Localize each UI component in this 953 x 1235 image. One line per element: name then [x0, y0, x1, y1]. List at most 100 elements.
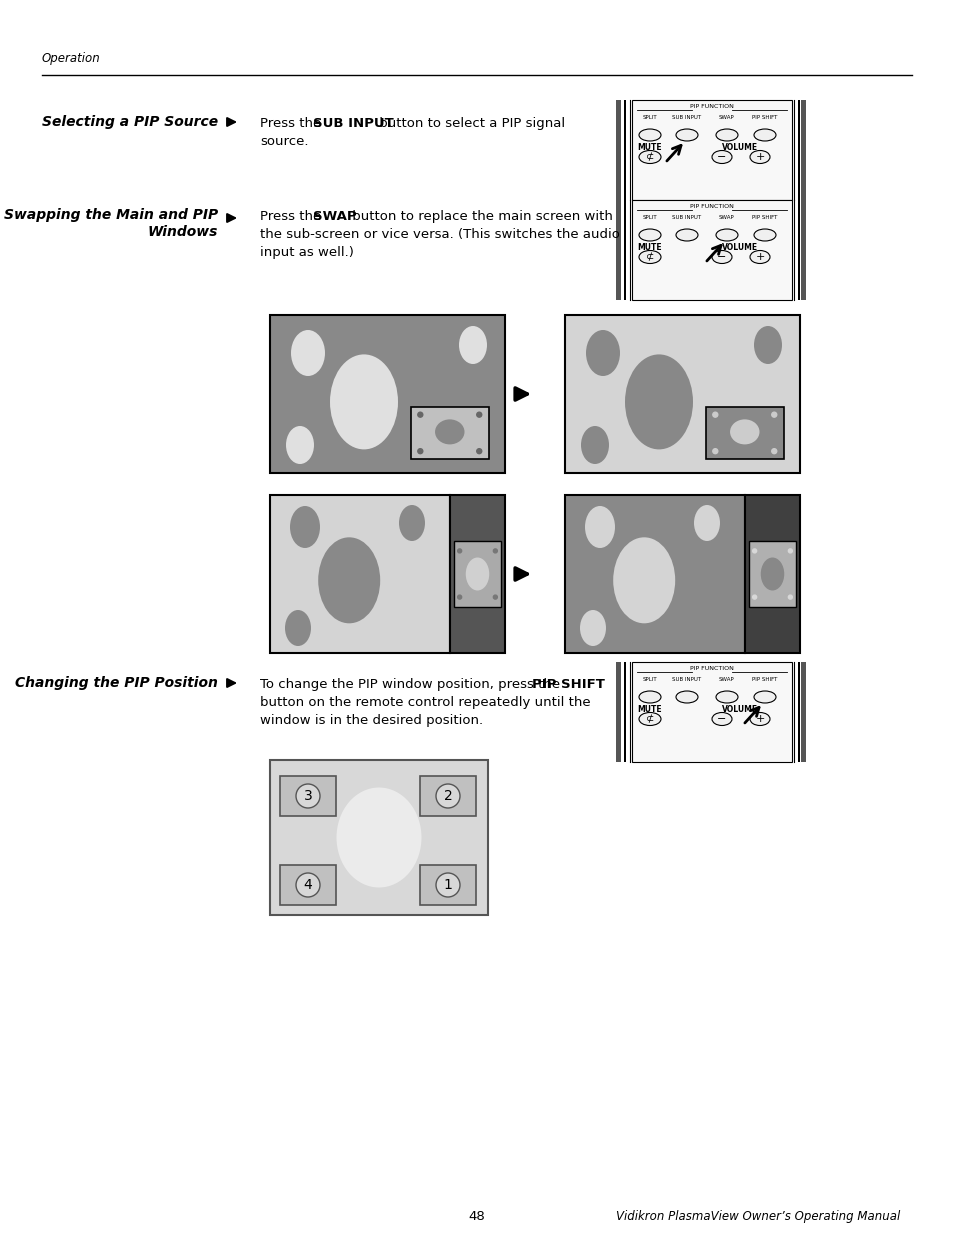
Text: Windows: Windows: [148, 225, 218, 240]
Ellipse shape: [639, 151, 660, 163]
Bar: [454, 541, 500, 606]
Ellipse shape: [639, 228, 660, 241]
Text: SPLIT: SPLIT: [642, 677, 657, 682]
Ellipse shape: [711, 151, 731, 163]
Ellipse shape: [318, 537, 380, 624]
Text: 1: 1: [443, 878, 452, 892]
Bar: [797, 200, 800, 300]
Bar: [616, 662, 620, 762]
Bar: [748, 541, 795, 606]
Text: button on the remote control repeatedly until the: button on the remote control repeatedly …: [260, 697, 590, 709]
Bar: [270, 315, 504, 473]
Text: PIP SHIFT: PIP SHIFT: [752, 677, 777, 682]
Bar: [797, 662, 800, 762]
Ellipse shape: [639, 713, 660, 725]
Text: button to select a PIP signal: button to select a PIP signal: [375, 117, 564, 130]
Text: PIP SHIFT: PIP SHIFT: [532, 678, 604, 692]
Text: −: −: [717, 152, 726, 162]
Text: VOLUME: VOLUME: [721, 705, 758, 714]
Bar: [801, 100, 805, 200]
Bar: [616, 100, 620, 200]
Text: SPLIT: SPLIT: [642, 115, 657, 120]
Circle shape: [476, 448, 481, 453]
Text: ⊄: ⊄: [645, 152, 654, 162]
Bar: [623, 200, 625, 300]
Text: SUB INPUT: SUB INPUT: [313, 117, 394, 130]
Circle shape: [787, 595, 792, 599]
Text: PIP FUNCTION: PIP FUNCTION: [689, 104, 733, 109]
Ellipse shape: [753, 692, 775, 703]
Bar: [280, 776, 335, 816]
Ellipse shape: [716, 228, 738, 241]
Ellipse shape: [585, 330, 619, 375]
Bar: [616, 200, 620, 300]
Ellipse shape: [285, 610, 311, 646]
Text: −: −: [717, 714, 726, 724]
Text: window is in the desired position.: window is in the desired position.: [260, 714, 482, 727]
Ellipse shape: [465, 557, 489, 590]
Bar: [419, 864, 476, 905]
Circle shape: [295, 873, 319, 897]
Ellipse shape: [330, 354, 397, 450]
Ellipse shape: [579, 610, 605, 646]
Text: MUTE: MUTE: [637, 243, 661, 252]
Ellipse shape: [749, 713, 769, 725]
Ellipse shape: [639, 128, 660, 141]
Text: SWAP: SWAP: [313, 210, 356, 224]
Text: +: +: [755, 152, 764, 162]
Text: Swapping the Main and PIP: Swapping the Main and PIP: [4, 207, 218, 222]
Circle shape: [417, 448, 422, 453]
Circle shape: [771, 448, 776, 453]
Circle shape: [436, 784, 459, 808]
Bar: [419, 776, 476, 816]
Bar: [801, 662, 805, 762]
Text: SUB INPUT: SUB INPUT: [672, 677, 700, 682]
Ellipse shape: [711, 251, 731, 263]
Bar: [623, 662, 625, 762]
Circle shape: [752, 595, 756, 599]
Text: ⊄: ⊄: [645, 714, 654, 724]
Bar: [564, 315, 800, 473]
Text: Press the: Press the: [260, 117, 325, 130]
Circle shape: [295, 784, 319, 808]
Text: SUB INPUT: SUB INPUT: [672, 215, 700, 220]
Circle shape: [457, 548, 461, 553]
Bar: [744, 495, 800, 653]
Text: input as well.): input as well.): [260, 246, 354, 259]
Bar: [411, 406, 488, 459]
Bar: [280, 864, 335, 905]
Circle shape: [787, 548, 792, 553]
Bar: [797, 100, 800, 200]
Ellipse shape: [749, 151, 769, 163]
Text: SUB INPUT: SUB INPUT: [672, 115, 700, 120]
Ellipse shape: [286, 426, 314, 464]
Bar: [631, 100, 791, 200]
Text: To change the PIP window position, press the: To change the PIP window position, press…: [260, 678, 564, 692]
Ellipse shape: [291, 330, 325, 375]
Text: SPLIT: SPLIT: [642, 215, 657, 220]
Circle shape: [493, 548, 497, 553]
Text: source.: source.: [260, 135, 308, 148]
Bar: [450, 495, 504, 653]
Text: SWAP: SWAP: [719, 677, 734, 682]
Text: PIP SHIFT: PIP SHIFT: [752, 215, 777, 220]
Text: MUTE: MUTE: [637, 705, 661, 714]
Bar: [631, 662, 791, 762]
Ellipse shape: [584, 506, 615, 548]
Ellipse shape: [693, 505, 720, 541]
Circle shape: [752, 548, 756, 553]
Ellipse shape: [753, 228, 775, 241]
Ellipse shape: [716, 692, 738, 703]
Text: Vidikron PlasmaView Owner’s Operating Manual: Vidikron PlasmaView Owner’s Operating Ma…: [615, 1210, 899, 1223]
Text: Press the: Press the: [260, 210, 325, 224]
Ellipse shape: [676, 692, 698, 703]
Ellipse shape: [639, 251, 660, 263]
Circle shape: [771, 412, 776, 417]
Text: +: +: [755, 714, 764, 724]
Text: button to replace the main screen with: button to replace the main screen with: [348, 210, 612, 224]
Text: Operation: Operation: [42, 52, 101, 65]
Ellipse shape: [398, 505, 424, 541]
Text: SWAP: SWAP: [719, 215, 734, 220]
Text: VOLUME: VOLUME: [721, 243, 758, 252]
Text: −: −: [717, 252, 726, 262]
